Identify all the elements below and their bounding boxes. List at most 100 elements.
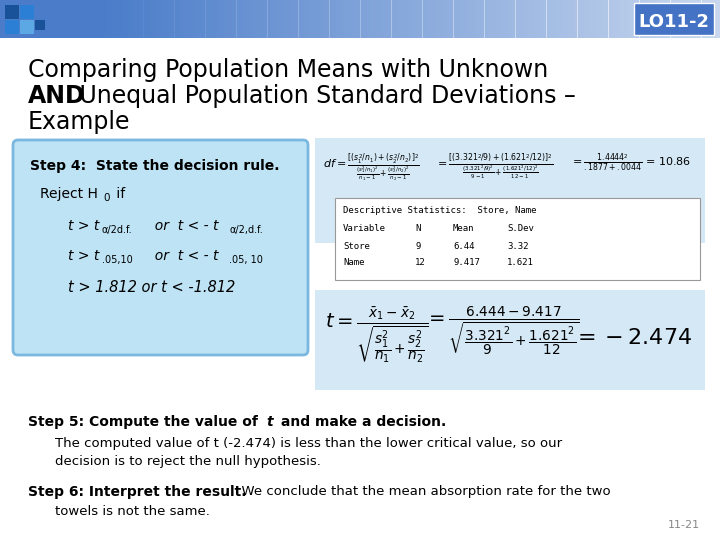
Bar [602,0,606,38]
Bar [596,0,599,38]
Text: decision is to reject the null hypothesis.: decision is to reject the null hypothesi… [55,455,321,468]
Text: LO11-2: LO11-2 [639,13,709,31]
Bar [134,0,138,38]
Bar [698,0,701,38]
Bar [215,0,218,38]
Bar [575,0,577,38]
Text: AND: AND [28,84,86,108]
Bar [537,0,540,38]
Bar [243,0,246,38]
Bar [438,0,441,38]
Bar [5,20,19,34]
Bar [338,0,342,38]
Bar [302,0,305,38]
Text: We conclude that the mean absorption rate for the two: We conclude that the mean absorption rat… [233,485,611,498]
Bar [335,198,700,280]
Text: $df = \frac{[(s_1^2/n_1) + (s_2^2/n_2)]^2}{\frac{(s_1^2/n_1)^2}{n_1-1} + \frac{(: $df = \frac{[(s_1^2/n_1) + (s_2^2/n_2)]^… [323,153,420,183]
Bar [509,0,513,38]
Bar [196,0,199,38]
Bar [680,0,683,38]
Text: N: N [415,224,420,233]
Bar [295,0,299,38]
Text: $t = \frac{\bar{x}_1 - \bar{x}_2}{\sqrt{\dfrac{s_1^2}{n_1} + \dfrac{s_2^2}{n_2}}: $t = \frac{\bar{x}_1 - \bar{x}_2}{\sqrt{… [325,305,428,364]
Text: or  t < - t: or t < - t [146,249,218,263]
Bar [336,0,339,38]
Bar [289,0,292,38]
Bar [571,0,575,38]
Bar [351,0,354,38]
Bar [423,0,426,38]
Bar [587,0,590,38]
Bar [283,0,286,38]
Bar [320,0,323,38]
Bar [171,0,174,38]
Bar [608,0,611,38]
Text: 9.417: 9.417 [453,258,480,267]
Bar [428,0,432,38]
Bar [181,0,184,38]
Bar [143,0,147,38]
Text: Store: Store [343,242,370,251]
Bar [525,0,528,38]
Bar [630,0,634,38]
FancyBboxPatch shape [634,3,714,35]
Text: Example: Example [28,110,130,134]
Bar [456,0,459,38]
Bar [481,0,485,38]
Bar [202,0,205,38]
Bar [109,0,112,38]
Bar [323,0,326,38]
Bar [209,0,212,38]
Bar [580,0,584,38]
Text: Step 5: Compute the value of: Step 5: Compute the value of [28,415,263,429]
Text: .05, 10: .05, 10 [229,255,263,265]
Text: $= -2.474$: $= -2.474$ [573,328,692,348]
Bar [122,0,125,38]
Bar [435,0,438,38]
Bar [230,0,233,38]
Bar [717,0,720,38]
Bar [670,0,674,38]
Bar [329,0,333,38]
Text: Name: Name [343,258,364,267]
Text: 12: 12 [415,258,426,267]
Bar [366,0,370,38]
Bar [649,0,652,38]
Bar [159,0,162,38]
Text: $= \frac{[(3.321^2/9) + (1.621^2/12)]^2}{\frac{(3.321^2/9)^2}{9-1} + \frac{(1.62: $= \frac{[(3.321^2/9) + (1.621^2/12)]^2}… [435,153,554,181]
Bar [376,0,379,38]
Bar [590,0,593,38]
Text: α/2d.f.: α/2d.f. [102,225,132,235]
Bar [255,0,258,38]
Bar [261,0,264,38]
Bar [708,0,711,38]
Bar [475,0,478,38]
Bar [276,0,280,38]
Bar [621,0,624,38]
Bar [611,0,615,38]
Bar [348,0,351,38]
Bar [528,0,531,38]
Bar [459,0,463,38]
Bar [686,0,689,38]
Bar [249,0,252,38]
Bar [205,0,209,38]
Text: and make a decision.: and make a decision. [276,415,446,429]
Bar [661,0,665,38]
Bar [292,0,295,38]
Bar [140,0,143,38]
Text: Step 6: Interpret the result.: Step 6: Interpret the result. [28,485,246,499]
Bar [485,0,487,38]
Bar [665,0,667,38]
Bar [119,0,122,38]
Text: t > t: t > t [68,249,99,263]
Text: 0: 0 [103,193,109,203]
Bar [190,0,193,38]
Bar [447,0,451,38]
Bar [286,0,289,38]
Bar [466,0,469,38]
Bar [646,0,649,38]
Bar [677,0,680,38]
Bar [162,0,165,38]
Bar [469,0,472,38]
